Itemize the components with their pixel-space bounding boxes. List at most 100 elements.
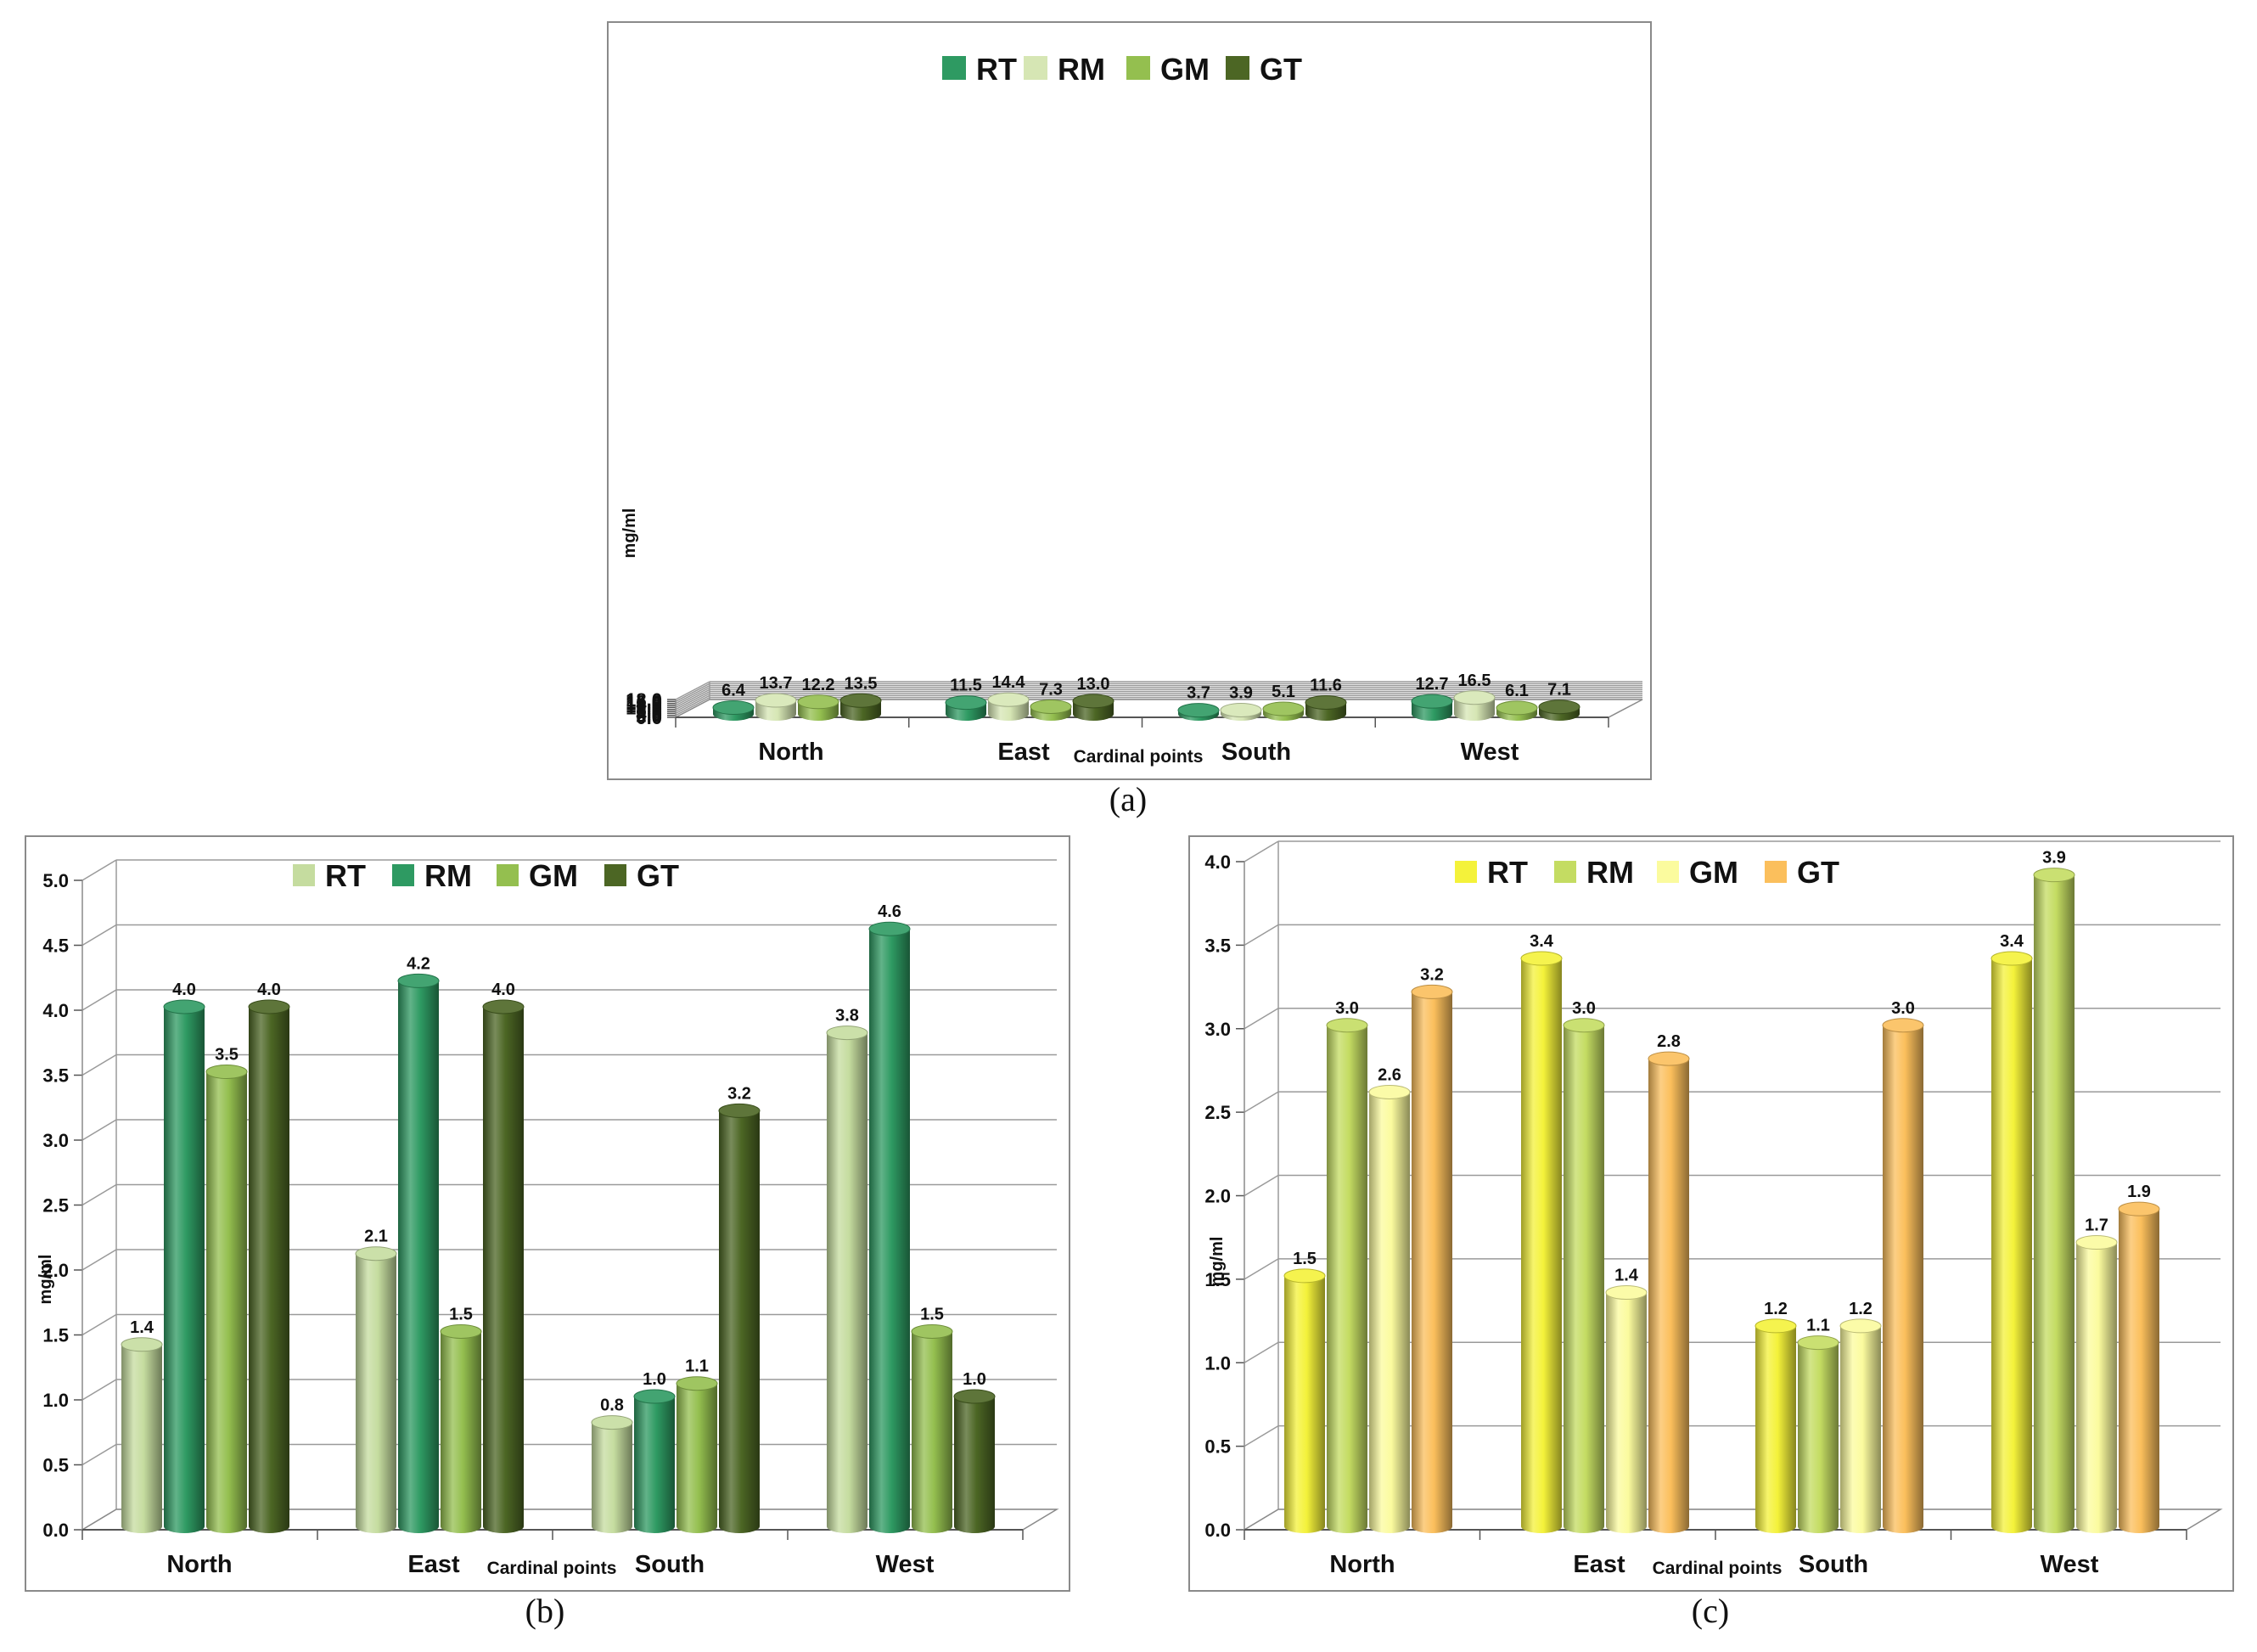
y-tick-label: 0.5	[42, 1455, 69, 1476]
legend-label: GM	[1160, 52, 1210, 87]
grid-diagonal	[1244, 840, 1279, 863]
data-label: 2.1	[364, 1228, 388, 1246]
legend-swatch-rt	[1455, 861, 1477, 883]
grid-diagonal	[81, 924, 117, 947]
bar-cap-rm	[633, 1389, 676, 1404]
data-label: 1.7	[2085, 1217, 2108, 1235]
bar-cap-gt	[839, 693, 882, 708]
bar-rt	[1521, 958, 1562, 1533]
data-label: 1.5	[920, 1306, 944, 1324]
data-label: 4.2	[407, 954, 430, 973]
y-tick-label: 1.0	[1204, 1352, 1231, 1374]
legend-swatch-rm	[1024, 56, 1047, 80]
data-label: 1.2	[1849, 1300, 1872, 1318]
x-category-label: South	[1799, 1551, 1868, 1578]
x-category-label: North	[1329, 1551, 1395, 1578]
data-label: 3.4	[2000, 932, 2024, 951]
data-label: 3.7	[1187, 684, 1210, 703]
grid-diagonal	[81, 1119, 117, 1141]
grid-diagonal	[675, 687, 710, 706]
legend-swatch-gm	[1126, 56, 1150, 80]
bar-gt	[1412, 992, 1452, 1533]
grid-diagonal	[81, 1443, 117, 1466]
data-label: 1.9	[2127, 1183, 2151, 1201]
bar-cap-gm	[205, 1065, 248, 1079]
y-tick-label: 3.0	[42, 1130, 69, 1151]
data-label: 3.9	[2042, 849, 2066, 868]
y-tick-label: 14.0	[626, 694, 662, 715]
bar-rm	[1564, 1025, 1604, 1533]
y-tick-label: 3.5	[42, 1065, 69, 1087]
bar-gt	[719, 1110, 760, 1533]
data-label: 0.8	[600, 1396, 624, 1415]
data-label: 6.1	[1505, 682, 1529, 700]
bar-cap-gt	[718, 1103, 761, 1118]
data-label: 11.6	[1310, 676, 1342, 694]
bar-cap-rt	[1755, 1318, 1797, 1334]
bar-rt	[827, 1032, 867, 1533]
y-tick-label: 10.0	[626, 697, 662, 718]
bar-cap-rm	[868, 921, 911, 936]
bar-cap-rm	[2033, 868, 2075, 883]
data-label: 1.1	[685, 1357, 709, 1376]
data-label: 7.3	[1039, 680, 1063, 699]
legend-label: GT	[637, 858, 679, 893]
bar-cap-rm	[1220, 702, 1262, 717]
bar-cap-rt	[826, 1025, 868, 1041]
bar-rt	[1991, 958, 2032, 1533]
bar-cap-rm	[397, 973, 440, 988]
data-label: 1.0	[963, 1370, 986, 1389]
data-label: 1.5	[1293, 1250, 1317, 1268]
y-tick-label: 1.5	[1204, 1269, 1231, 1290]
panel-caption: (a)	[1109, 780, 1147, 818]
grid-diagonal	[675, 693, 710, 712]
data-label: 13.7	[760, 674, 793, 693]
x-axis-title: Cardinal points	[1653, 1559, 1783, 1578]
bar-cap-gm	[1496, 700, 1538, 716]
legend-swatch-gt	[604, 864, 626, 886]
bar-cap-gm	[676, 1376, 718, 1391]
bar-rt	[1284, 1275, 1325, 1533]
x-category-label: West	[1461, 739, 1519, 766]
data-label: 2.8	[1657, 1032, 1681, 1051]
chart-panel-a: 0.02.04.06.08.010.012.014.016.018.0 6.4 11…	[607, 21, 1652, 818]
bar-cap-rm	[1453, 690, 1496, 705]
bar-cap-gm	[1839, 1318, 1882, 1334]
bar-cap-gm	[911, 1324, 953, 1339]
bar-gt	[954, 1396, 995, 1533]
bar-rm	[634, 1396, 675, 1533]
data-label: 4.6	[878, 902, 901, 921]
data-label: 4.0	[257, 981, 281, 999]
grid-diagonal	[81, 1313, 117, 1336]
bar-cap-rt	[1990, 951, 2033, 966]
data-label: 1.4	[1614, 1267, 1639, 1285]
bar-cap-rm	[755, 693, 797, 708]
chart-panel-c: 0.0 0.5 1.0 1.5 2.0 2.5 3.0 3.5 4.0 1.5 3.4 1.2 3.4 3…	[1188, 835, 2234, 1630]
legend-label: RT	[1487, 855, 1528, 890]
bar-rm	[1798, 1342, 1839, 1533]
grid-diagonal	[675, 691, 710, 711]
bar-cap-rt	[121, 1337, 163, 1352]
legend-label: RM	[1586, 855, 1634, 890]
y-tick-label: 8.0	[636, 700, 662, 721]
bar-cap-rt	[355, 1246, 397, 1261]
legend-swatch-gt	[1765, 861, 1787, 883]
x-category-label: West	[876, 1551, 935, 1578]
legend-swatch-gm	[497, 864, 519, 886]
bar-cap-gm	[1262, 701, 1305, 716]
x-category-label: South	[635, 1551, 705, 1578]
bar-rm	[398, 981, 439, 1533]
grid-diagonal	[1244, 1091, 1279, 1113]
grid-diagonal	[81, 1379, 117, 1401]
bar-gm	[912, 1331, 952, 1533]
grid-diagonal	[675, 688, 710, 708]
bar-cap-rm	[1326, 1018, 1368, 1033]
bar-cap-rt	[945, 695, 987, 711]
bar-cap-gt	[482, 999, 525, 1014]
bar-cap-gt	[1072, 694, 1114, 709]
data-label: 3.0	[1572, 999, 1596, 1018]
x-category-label: East	[407, 1551, 460, 1578]
bar-cap-rm	[987, 692, 1030, 707]
bar-rt	[592, 1422, 632, 1533]
